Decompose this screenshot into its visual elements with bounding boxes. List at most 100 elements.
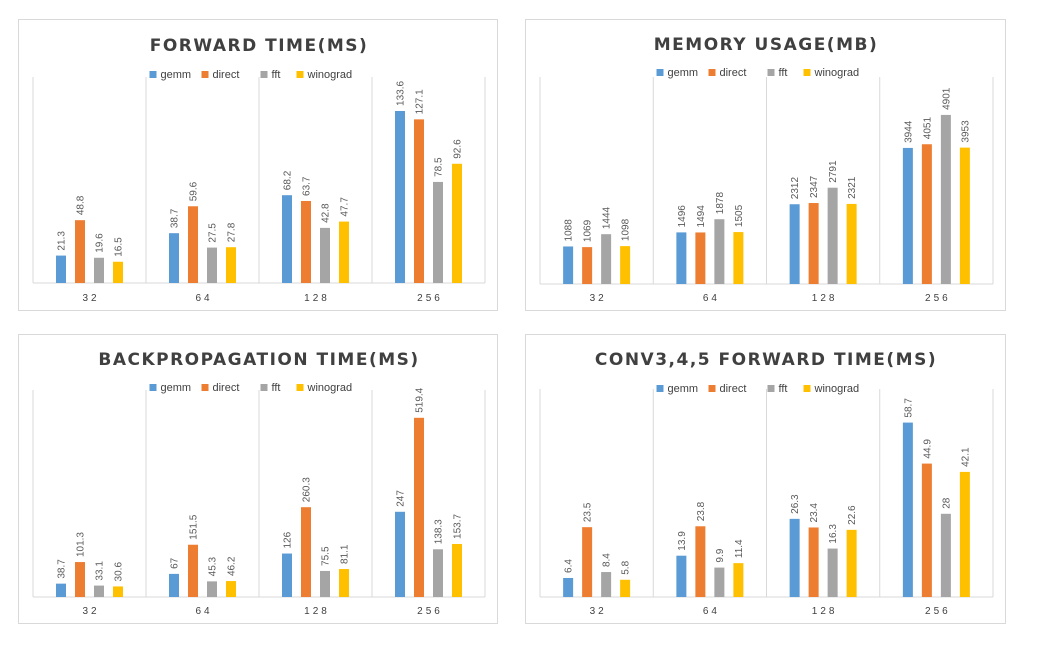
category-label: 32 xyxy=(82,293,99,304)
category-label: 64 xyxy=(195,293,212,304)
bar-fft xyxy=(940,513,951,597)
data-label: 48.8 xyxy=(76,195,87,215)
legend-label: fft xyxy=(272,382,281,394)
bar-winograd xyxy=(620,246,631,284)
bar-fft xyxy=(940,114,951,284)
data-label: 67 xyxy=(170,557,181,569)
data-label: 1505 xyxy=(734,204,745,227)
bar-gemm xyxy=(56,583,66,597)
legend-swatch xyxy=(767,385,775,392)
conv345-forward-time-chart-svg: CONV3,4,5 FORWARD TIME(MS) gemm direct fft… xyxy=(539,350,994,617)
plot-area: 21.3 48.8 19.6 16.5 32 38.7 59.6 27.5 27.8 64 68.2… xyxy=(32,77,486,304)
bar-winograd xyxy=(959,471,970,597)
forward-time-chart: FORWARD TIME(MS) gemm direct fft winograd 2… xyxy=(18,19,498,311)
bar-direct xyxy=(75,562,85,597)
bar-gemm xyxy=(563,577,574,597)
legend-swatch xyxy=(296,71,304,78)
legend-label: gemm xyxy=(668,67,699,79)
bar-gemm xyxy=(789,518,800,597)
legend-swatch xyxy=(260,384,268,391)
legend-label: direct xyxy=(213,69,240,81)
bar-direct xyxy=(695,526,706,597)
data-label: 23.5 xyxy=(583,502,594,522)
bar-direct xyxy=(808,203,819,284)
data-label: 46.2 xyxy=(227,556,238,576)
data-label: 42.1 xyxy=(960,447,971,467)
plot-area: 1088 1069 1444 1098 32 1496 1494 1878 1505 64 2312… xyxy=(539,77,994,304)
bar-winograd xyxy=(339,221,349,283)
backpropagation-time-chart-svg: BACKPROPAGATION TIME(MS) gemm direct fft wi… xyxy=(32,350,486,617)
data-label: 1069 xyxy=(583,219,594,242)
data-label: 260.3 xyxy=(302,477,313,502)
legend-label: winograd xyxy=(814,67,860,79)
plot-area: 38.7 101.3 33.1 30.6 32 67 151.5 45.3 46.2 64 126 2… xyxy=(32,387,486,617)
bar-winograd xyxy=(959,147,970,284)
data-label: 126 xyxy=(283,531,294,548)
bar-winograd xyxy=(733,232,744,284)
category-label: 128 xyxy=(812,606,838,617)
category-label: 256 xyxy=(417,606,443,617)
bar-fft xyxy=(320,570,330,597)
legend-label: fft xyxy=(272,69,281,81)
bar-winograd xyxy=(846,203,857,284)
data-label: 2321 xyxy=(847,176,858,199)
bar-direct xyxy=(414,119,424,283)
bar-direct xyxy=(75,220,85,283)
bar-winograd xyxy=(113,586,123,597)
bar-winograd xyxy=(452,163,462,283)
bar-winograd xyxy=(846,529,857,597)
chart-title: BACKPROPAGATION TIME(MS) xyxy=(98,350,419,370)
legend-label: gemm xyxy=(668,383,699,395)
data-label: 4051 xyxy=(922,117,933,140)
memory-usage-chart-svg: MEMORY USAGE(MB) gemm direct fft winograd 1… xyxy=(539,35,994,304)
bar-direct xyxy=(582,527,593,597)
chart-title: FORWARD TIME(MS) xyxy=(150,36,369,56)
bar-fft xyxy=(827,187,838,284)
category-label: 32 xyxy=(82,606,99,617)
data-label: 5.8 xyxy=(621,560,632,574)
data-label: 151.5 xyxy=(189,514,200,539)
legend-label: direct xyxy=(720,67,747,79)
data-label: 3953 xyxy=(960,120,971,143)
bar-gemm xyxy=(676,555,687,597)
bar-direct xyxy=(582,247,593,284)
bar-winograd xyxy=(620,579,631,597)
legend-label: winograd xyxy=(814,383,860,395)
data-label: 1444 xyxy=(602,206,613,229)
bar-gemm xyxy=(789,204,800,284)
data-label: 153.7 xyxy=(453,514,464,539)
bar-fft xyxy=(827,548,838,597)
category-label: 32 xyxy=(590,293,607,304)
bar-gemm xyxy=(282,553,292,597)
data-label: 133.6 xyxy=(396,81,407,106)
bar-gemm xyxy=(902,422,913,597)
bar-fft xyxy=(94,257,104,283)
bar-direct xyxy=(808,527,819,597)
data-label: 45.3 xyxy=(208,556,219,576)
legend-swatch xyxy=(149,71,157,78)
data-label: 58.7 xyxy=(903,398,914,418)
bar-winograd xyxy=(226,581,236,597)
bar-gemm xyxy=(395,511,405,597)
bar-winograd xyxy=(452,543,462,597)
bar-gemm xyxy=(676,232,687,284)
legend-swatch xyxy=(656,385,664,392)
data-label: 47.7 xyxy=(340,197,351,217)
legend-swatch xyxy=(656,69,664,76)
legend-label: winograd xyxy=(307,382,353,394)
category-label: 128 xyxy=(812,293,838,304)
plot-area: 6.4 23.5 8.4 5.8 32 13.9 23.8 9.9 11.4 64 26.3 23.4… xyxy=(539,389,994,617)
data-label: 23.4 xyxy=(809,503,820,523)
data-label: 138.3 xyxy=(434,519,445,544)
bar-fft xyxy=(433,549,443,597)
data-label: 2791 xyxy=(828,160,839,183)
data-label: 63.7 xyxy=(302,176,313,196)
chart-title: CONV3,4,5 FORWARD TIME(MS) xyxy=(595,350,937,370)
bar-gemm xyxy=(395,110,405,284)
data-label: 9.9 xyxy=(715,548,726,562)
category-label: 64 xyxy=(195,606,212,617)
legend-label: winograd xyxy=(307,69,353,81)
data-label: 75.5 xyxy=(321,546,332,566)
chart-legend: gemm direct fft winograd xyxy=(656,383,860,395)
bar-gemm xyxy=(169,573,179,597)
